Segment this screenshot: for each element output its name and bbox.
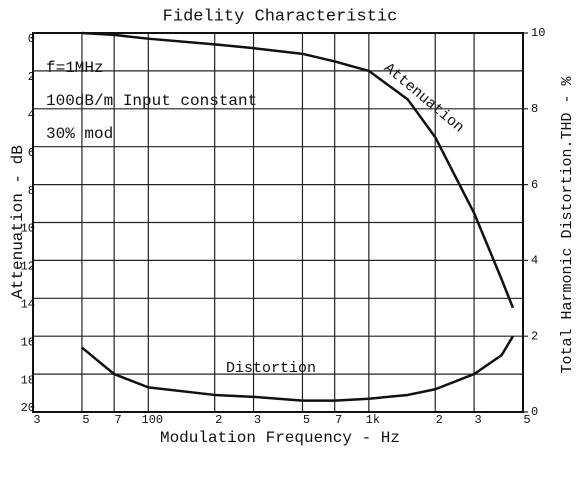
x-tick-label: 2 xyxy=(215,413,222,427)
y-tick-label: 2 xyxy=(28,70,35,84)
y2-tick-label: 6 xyxy=(531,178,538,192)
x-tick-label: 100 xyxy=(142,413,164,427)
series-label: Distortion xyxy=(226,360,316,377)
x-axis-label: Modulation Frequency - Hz xyxy=(160,429,400,447)
y2-tick-label: 4 xyxy=(531,254,538,268)
y-tick-label: 12 xyxy=(21,260,35,274)
x-tick-label: 3 xyxy=(254,413,261,427)
x-tick-label: 5 xyxy=(82,413,89,427)
y2-tick-label: 10 xyxy=(531,26,545,40)
x-tick-label: 5 xyxy=(303,413,310,427)
y2-tick-label: 0 xyxy=(531,405,538,419)
y-tick-label: 14 xyxy=(21,297,35,311)
annotation: f=1MHz xyxy=(46,59,104,77)
x-tick-label: 2 xyxy=(436,413,443,427)
annotation: 100dB/m Input constant xyxy=(46,92,257,110)
series-line xyxy=(81,31,515,309)
y-axis-label: Attenuation - dB xyxy=(9,145,27,299)
series-line xyxy=(81,335,514,402)
annotation: 30% mod xyxy=(46,125,113,143)
y-tick-label: 20 xyxy=(21,401,35,415)
y-tick-label: 0 xyxy=(28,32,35,46)
chart-title: Fidelity Characteristic xyxy=(163,7,398,26)
x-tick-label: 7 xyxy=(335,413,342,427)
x-tick-label: 1k xyxy=(366,413,380,427)
x-tick-label: 7 xyxy=(115,413,122,427)
x-tick-label: 3 xyxy=(474,413,481,427)
x-tick-label: 3 xyxy=(33,413,40,427)
y2-tick-label: 8 xyxy=(531,102,538,116)
y-tick-label: 6 xyxy=(28,146,35,160)
y-tick-label: 18 xyxy=(21,373,35,387)
plot-frame xyxy=(32,32,524,413)
y-tick-label: 8 xyxy=(28,184,35,198)
y2-tick-label: 2 xyxy=(531,329,538,343)
y-tick-label: 16 xyxy=(21,335,35,349)
y-tick-label: 10 xyxy=(21,222,35,236)
y2-axis-label: Total Harmonic Distortion.THD - % xyxy=(559,75,576,373)
x-tick-label: 5 xyxy=(523,413,530,427)
y-tick-label: 4 xyxy=(28,108,35,122)
